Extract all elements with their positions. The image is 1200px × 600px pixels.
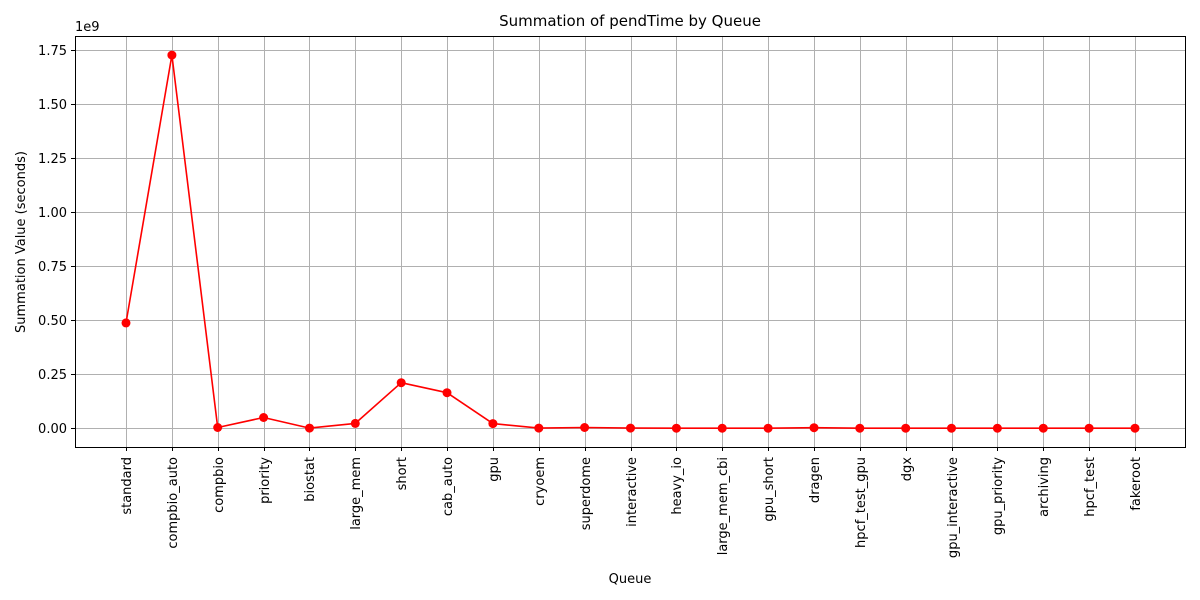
series-layer — [121, 50, 1140, 433]
x-tick-label: fakeroot — [1129, 457, 1144, 511]
x-tick-label: cab_auto — [441, 457, 456, 516]
x-tick-label: large_mem_cbi — [716, 457, 731, 555]
data-point — [947, 423, 956, 433]
x-tick-label: dragen — [808, 457, 823, 503]
chart-title: Summation of pendTime by Queue — [499, 12, 761, 30]
data-point — [442, 388, 452, 398]
x-tick-label: gpu — [487, 457, 502, 482]
x-tick-label: biostat — [303, 457, 318, 502]
plot-frame — [75, 36, 1186, 448]
x-tick-label: superdome — [579, 457, 594, 530]
y-axis-offset-text: 1e9 — [75, 20, 100, 35]
grid — [75, 36, 1185, 447]
x-tick-label: hpcf_test — [1083, 457, 1098, 517]
data-point — [305, 423, 314, 433]
x-tick-label: large_mem — [349, 457, 364, 530]
x-tick-label: priority — [258, 457, 273, 504]
data-point — [717, 423, 727, 433]
x-axis-label: Queue — [609, 572, 652, 587]
data-point — [167, 50, 177, 60]
data-point — [1038, 423, 1048, 433]
x-tick-label: archiving — [1037, 457, 1052, 517]
x-tick-label: short — [395, 457, 410, 490]
y-tick-label: 1.00 — [38, 206, 67, 221]
x-tick-label: dgx — [900, 457, 915, 482]
data-point — [259, 413, 269, 422]
x-tick-label: gpu_priority — [991, 457, 1006, 535]
x-tick-label: heavy_io — [670, 457, 685, 515]
data-point — [1130, 423, 1140, 433]
data-point — [213, 423, 223, 432]
x-tick-label: compbio_auto — [166, 457, 181, 549]
data-point — [1084, 423, 1094, 433]
y-axis-ticks: 0.00 0.25 0.50 0.75 1.00 1.25 1.50 1.75 — [38, 44, 75, 437]
y-tick-label: 0.50 — [38, 314, 67, 329]
data-point — [534, 423, 544, 433]
y-tick-label: 0.00 — [38, 422, 67, 437]
x-axis-ticks: standard compbio_auto compbio priority biost… — [120, 447, 1144, 558]
data-point — [626, 423, 635, 433]
data-point — [809, 423, 819, 433]
data-point — [350, 418, 360, 428]
x-tick-label: gpu_short — [762, 457, 777, 522]
data-point — [855, 423, 865, 433]
y-tick-label: 1.50 — [38, 98, 67, 113]
y-tick-label: 1.75 — [38, 44, 67, 59]
series-line — [125, 54, 1135, 430]
data-point — [488, 419, 498, 429]
data-point — [671, 423, 681, 433]
data-point — [763, 423, 773, 433]
data-point — [121, 318, 131, 328]
data-point — [396, 378, 406, 388]
y-tick-label: 0.75 — [38, 260, 67, 275]
data-point — [580, 423, 590, 432]
x-tick-label: cryoem — [533, 457, 548, 506]
y-axis-label: Summation Value (seconds) — [14, 151, 29, 333]
x-tick-label: interactive — [625, 457, 640, 527]
x-tick-label: standard — [120, 457, 135, 515]
data-point — [901, 423, 911, 433]
data-point — [992, 423, 1002, 433]
y-tick-label: 1.25 — [38, 152, 67, 167]
x-tick-label: hpcf_test_gpu — [854, 457, 869, 548]
y-tick-label: 0.25 — [38, 368, 67, 383]
x-tick-label: gpu_interactive — [946, 457, 961, 558]
x-tick-label: compbio — [212, 457, 227, 513]
